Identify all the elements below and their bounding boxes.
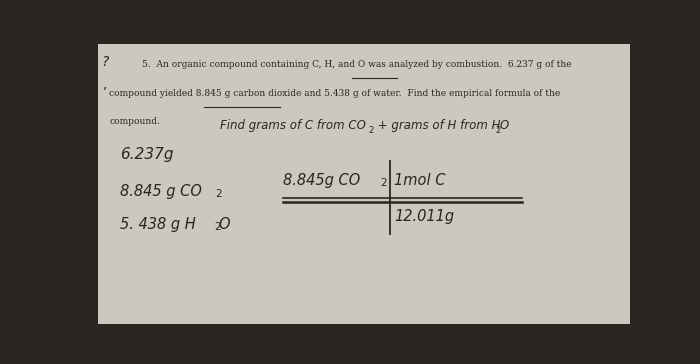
Text: compound yielded 8.845 g carbon dioxide and 5.438 g of water.  Find the empirica: compound yielded 8.845 g carbon dioxide … xyxy=(109,88,561,98)
Text: 8.845g CO: 8.845g CO xyxy=(283,173,360,187)
Text: 5.  An organic compound containing C, H, and O was analyzed by combustion.  6.23: 5. An organic compound containing C, H, … xyxy=(141,60,571,70)
Text: ?: ? xyxy=(101,55,108,69)
Text: 2: 2 xyxy=(380,178,386,188)
Text: 8.845 g CO: 8.845 g CO xyxy=(120,184,202,199)
FancyBboxPatch shape xyxy=(98,44,630,324)
Text: 1mol C: 1mol C xyxy=(394,173,445,187)
Text: compound.: compound. xyxy=(109,116,160,126)
Text: Find grams of C from CO: Find grams of C from CO xyxy=(220,119,366,132)
Text: O: O xyxy=(219,217,230,233)
Text: O: O xyxy=(500,119,509,132)
Text: 5. 438 g H: 5. 438 g H xyxy=(120,217,196,233)
Text: 6.237g: 6.237g xyxy=(120,147,174,162)
Text: 2: 2 xyxy=(496,126,500,135)
Text: 2: 2 xyxy=(214,222,221,232)
Text: ,: , xyxy=(103,77,107,91)
Text: 2: 2 xyxy=(368,126,373,135)
Text: + grams of H from H: + grams of H from H xyxy=(374,119,500,132)
Text: 2: 2 xyxy=(215,189,222,199)
Text: 12.011g: 12.011g xyxy=(394,209,454,224)
